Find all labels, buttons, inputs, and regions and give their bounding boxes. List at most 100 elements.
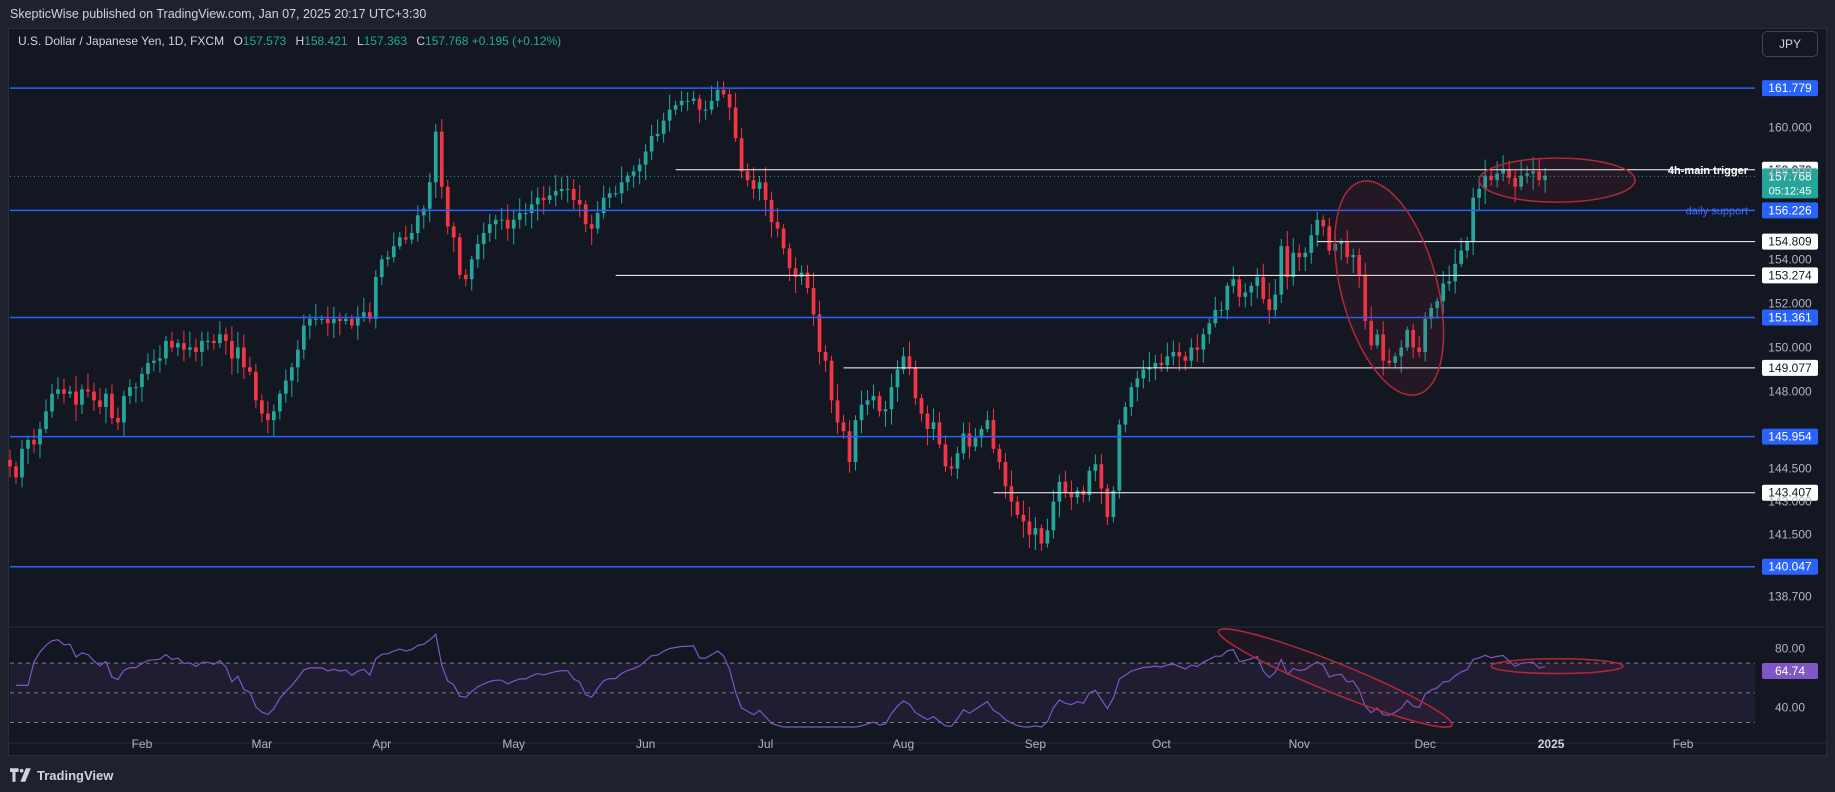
- candle-body: [439, 131, 444, 187]
- annotation-ellipse: [1478, 157, 1636, 203]
- candle-body: [26, 440, 30, 449]
- time-axis-label: Mar: [252, 737, 273, 751]
- candle-body: [1459, 250, 1464, 264]
- symbol-legend: U.S. Dollar / Japanese Yen, 1D, FXCM O15…: [18, 34, 561, 48]
- price-tick-label: 141.500: [1768, 528, 1812, 542]
- candle-body: [673, 105, 678, 110]
- candle-body: [140, 373, 144, 388]
- candle-body: [289, 367, 294, 381]
- candle-body: [1483, 175, 1488, 189]
- candle-body: [793, 268, 798, 278]
- candle-body: [541, 197, 546, 200]
- candle-body: [391, 246, 396, 258]
- candle-body: [265, 413, 270, 421]
- candle-body: [727, 94, 732, 108]
- candle-body: [1141, 369, 1146, 379]
- candle-body: [8, 459, 12, 467]
- candle-body: [739, 138, 744, 172]
- level-price-label: 140.047: [1768, 560, 1812, 574]
- price-tick-label: 154.000: [1768, 252, 1812, 266]
- candle-body: [889, 387, 894, 410]
- candle-body: [427, 182, 432, 209]
- candle-body: [877, 395, 882, 412]
- candle-body: [92, 391, 96, 401]
- candle-body: [1105, 488, 1110, 518]
- candle-body: [295, 349, 300, 368]
- candle-body: [1279, 246, 1284, 295]
- candle-body: [74, 391, 78, 405]
- level-price-tag: [1762, 267, 1818, 284]
- candle-body: [277, 393, 282, 412]
- level-price-label: 143.407: [1768, 486, 1812, 500]
- candle-body: [1045, 530, 1050, 544]
- level-price-label: 153.274: [1768, 268, 1812, 282]
- currency-button[interactable]: JPY: [1762, 31, 1818, 57]
- high-value: 158.421: [304, 34, 348, 48]
- candle-body: [1327, 226, 1332, 251]
- candle-body: [1249, 285, 1254, 293]
- candle-body: [1501, 169, 1506, 174]
- candle-body: [679, 100, 684, 106]
- candle-body: [829, 360, 834, 401]
- level-note: 4h-main trigger: [1668, 165, 1749, 177]
- candle-body: [20, 448, 24, 478]
- candle-body: [925, 413, 930, 429]
- rsi-annotation-ellipse: [1217, 628, 1453, 728]
- candle-body: [745, 171, 750, 181]
- candle-body: [1369, 321, 1374, 346]
- candle-body: [1525, 173, 1529, 176]
- rsi-value-tag: [1762, 662, 1818, 679]
- candle-body: [583, 204, 588, 225]
- chart-area[interactable]: [8, 28, 1827, 756]
- candle-body: [577, 199, 582, 205]
- level-price-label: 161.779: [1768, 81, 1812, 95]
- candle-body: [325, 318, 330, 324]
- candle-body: [523, 213, 528, 215]
- candle-body: [937, 422, 942, 445]
- candle-body: [385, 257, 390, 260]
- candle-body: [1357, 255, 1362, 275]
- candle-body: [1411, 329, 1416, 348]
- candle-body: [1435, 301, 1440, 308]
- level-price-tag: [1762, 359, 1818, 376]
- candle-body: [517, 213, 522, 220]
- candle-body: [1207, 323, 1212, 335]
- candle-body: [1345, 241, 1350, 258]
- footer-brand: TradingView: [10, 763, 113, 787]
- candle-body: [1261, 277, 1266, 300]
- candle-body: [559, 188, 564, 192]
- candle-body: [1303, 252, 1308, 258]
- candle-body: [1339, 241, 1344, 244]
- candle-body: [68, 391, 72, 394]
- candle-body: [1291, 252, 1296, 278]
- rsi-tick-label: 40.00: [1775, 701, 1805, 715]
- candle-body: [1387, 360, 1392, 363]
- candle-body: [1471, 197, 1476, 242]
- candle-body: [403, 237, 408, 240]
- candle-body: [1183, 356, 1188, 361]
- candle-body: [182, 343, 186, 350]
- price-tick-label: 158.000: [1768, 164, 1812, 178]
- candle-body: [1495, 173, 1500, 181]
- candle-body: [1117, 424, 1122, 491]
- time-axis-label: Jun: [636, 737, 655, 751]
- candle-body: [1441, 283, 1446, 302]
- candle-body: [86, 389, 90, 392]
- candle-body: [158, 358, 162, 361]
- level-price-tag: [1762, 202, 1818, 219]
- candle-body: [230, 340, 234, 359]
- candle-body: [529, 204, 534, 214]
- level-price-label: 154.809: [1768, 235, 1812, 249]
- candle-body: [1447, 281, 1452, 284]
- candle-body: [595, 213, 600, 229]
- candle-body: [1225, 285, 1230, 311]
- candle-body: [619, 182, 624, 194]
- candle-body: [1177, 351, 1182, 357]
- candle-body: [1375, 334, 1380, 346]
- candles-group: [8, 81, 1547, 551]
- candle-body: [1171, 351, 1176, 357]
- candle-body: [80, 389, 84, 405]
- candle-body: [853, 420, 858, 463]
- candle-body: [14, 466, 18, 478]
- candle-body: [901, 356, 906, 370]
